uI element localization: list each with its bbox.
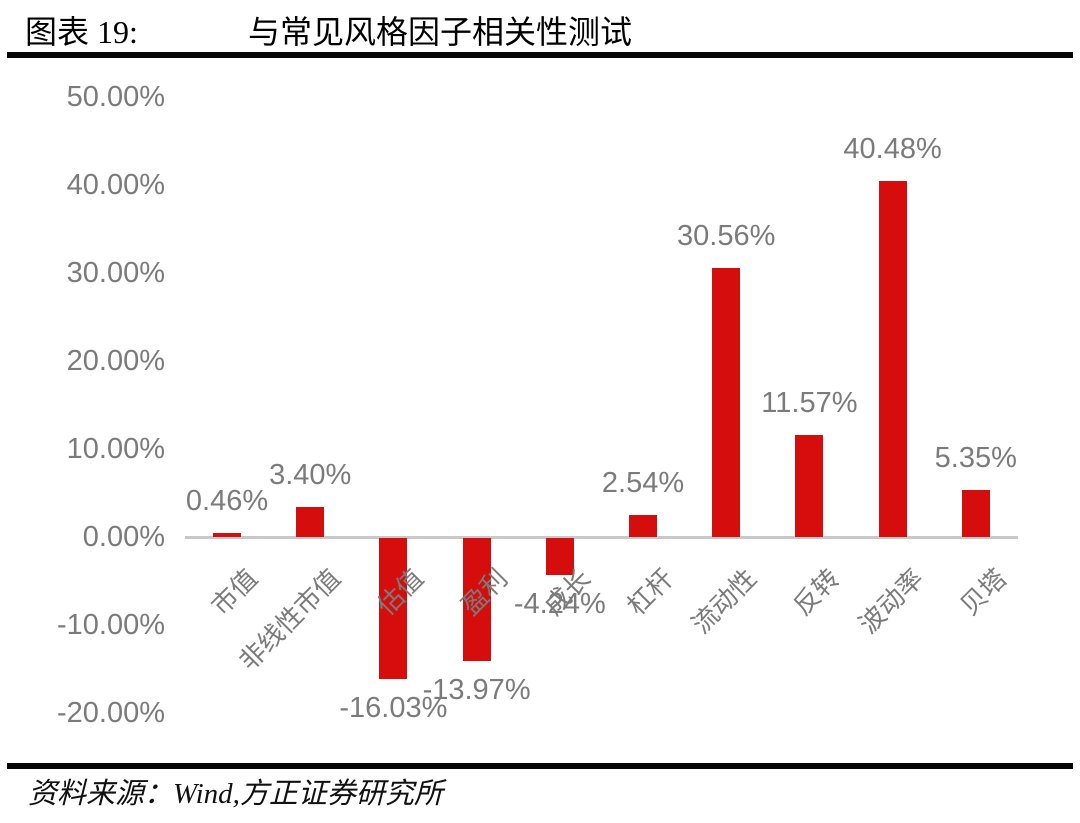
bar: [213, 532, 241, 537]
footer-divider: [7, 763, 1073, 769]
x-axis-line: [185, 536, 1018, 539]
bar-value-label: -16.03%: [339, 692, 448, 725]
bar-value-label: 0.46%: [185, 484, 269, 517]
source-label: 资料来源：: [28, 778, 174, 810]
bar: [296, 507, 325, 537]
correlation-bar-chart: 50.00% 40.00% 30.00% 20.00% 10.00% 0.00% -10.0…: [56, 81, 1018, 729]
y-axis-tick-label: 10.00%: [66, 433, 165, 465]
y-axis-tick-label: -20.00%: [56, 697, 165, 729]
x-category-label: 反转: [787, 563, 846, 621]
header-divider: [7, 52, 1073, 58]
bar: [545, 538, 574, 576]
x-category-label: 杠杆: [621, 563, 680, 621]
y-axis-tick-label: 20.00%: [66, 345, 165, 377]
x-category-label: 波动率: [852, 563, 929, 640]
bar: [712, 268, 741, 537]
figure-title: 与常见风格因子相关性测试: [248, 14, 633, 50]
bar-value-label: -13.97%: [422, 673, 531, 706]
bar-value-label: 3.40%: [269, 459, 352, 492]
bar: [379, 538, 408, 680]
bar-value-label: 30.56%: [677, 220, 776, 253]
y-axis-tick-label: 40.00%: [66, 169, 165, 201]
bar: [462, 538, 491, 661]
figure-number: 图表 19:: [25, 14, 138, 50]
bar-value-label: 40.48%: [843, 132, 942, 165]
y-axis-tick-label: -10.00%: [56, 609, 165, 641]
bar-value-label: 11.57%: [761, 387, 858, 420]
x-category-label: 流动性: [686, 563, 763, 640]
bar-value-label: -4.24%: [513, 588, 606, 621]
bar: [795, 435, 824, 537]
source-note: 资料来源：Wind,方正证券研究所: [28, 776, 443, 812]
source-text: Wind,方正证券研究所: [173, 778, 443, 810]
x-category-label: 市值: [205, 563, 264, 621]
bar: [629, 514, 657, 537]
bar-value-label: 2.54%: [601, 466, 685, 499]
y-axis-tick-label: 30.00%: [66, 257, 165, 289]
bar-value-label: 5.35%: [934, 441, 1017, 474]
x-category-label: 贝塔: [954, 563, 1013, 621]
bar: [878, 180, 907, 537]
bar: [961, 489, 990, 537]
y-axis-tick-label: 0.00%: [82, 521, 165, 553]
y-axis-tick-label: 50.00%: [66, 81, 165, 113]
figure-header: 图表 19: 与常见风格因子相关性测试: [0, 8, 1080, 52]
